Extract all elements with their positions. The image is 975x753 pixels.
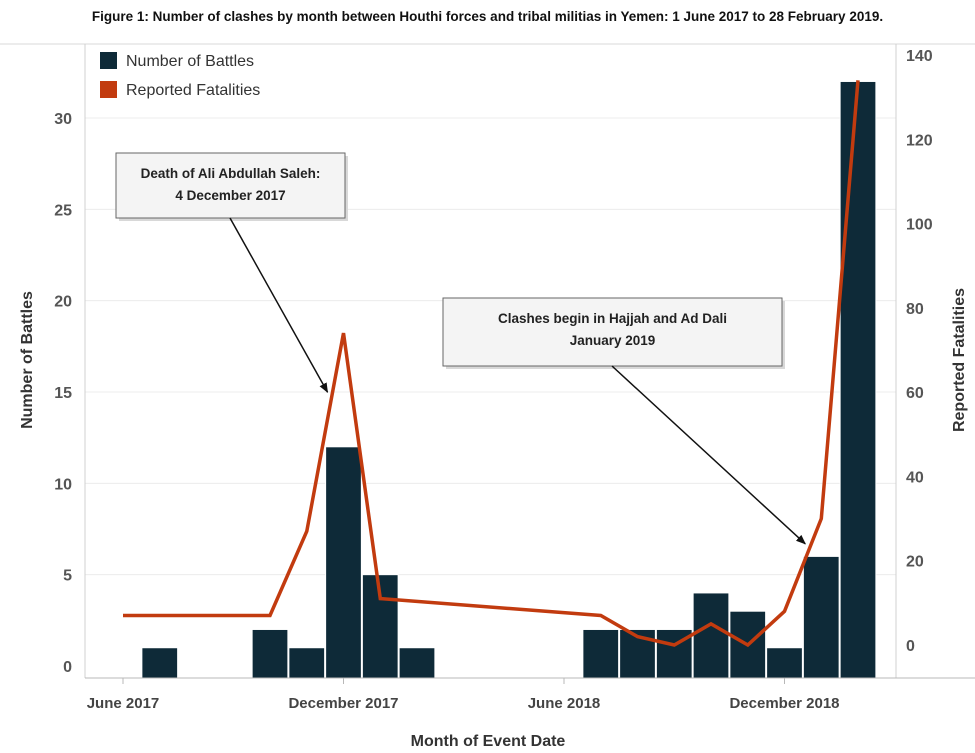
chart-title: Figure 1: Number of clashes by month bet… [91,9,884,24]
y2-tick-label: 40 [906,469,924,486]
axes: 0 5 10 15 20 25 30 0 20 40 60 80 100 120 140 June 2017 D… [19,44,975,750]
legend-label: Reported Fatalities [126,82,260,99]
x-tick-label: June 2017 [87,695,160,712]
legend: Number of Battles Reported Fatalities [100,52,260,99]
bar-2017-07 [141,647,179,679]
x-tick-label: December 2018 [729,695,839,712]
bar-2017-12 [325,446,362,679]
battles-bars [141,80,877,679]
y2-axis-title: Reported Fatalities [951,288,968,432]
annotation-arrow [229,217,329,394]
annotation-text: Clashes begin in Hajjah and Ad Dali [498,311,727,326]
annotation-2: Clashes begin in Hajjah and Ad Dali Janua… [442,297,806,545]
bar-2018-02 [398,647,436,679]
fatalities-line [123,80,860,648]
y-axis-title: Number of Battles [19,291,36,429]
annotation-arrow [611,365,806,545]
y-tick-label: 30 [54,111,72,128]
y2-tick-label: 80 [906,301,924,318]
y2-tick-label: 120 [906,132,933,149]
annotations: Death of Ali Abdullah Saleh: 4 December 2… [115,152,806,545]
y-tick-label: 10 [54,476,72,493]
y2-tick-label: 20 [906,554,924,571]
x-axis-title: Month of Event Date [411,733,566,750]
annotation-box [442,297,783,367]
bar-2019-01 [802,555,840,679]
y-tick-label: 25 [54,202,72,219]
bar-2017-11 [288,647,326,679]
y2-tick-label: 60 [906,385,924,402]
y2-tick-label: 100 [906,217,933,234]
x-tick-label: December 2017 [288,695,398,712]
annotation-text: Death of Ali Abdullah Saleh: [141,166,321,181]
bar-2018-10 [692,592,730,679]
y-tick-label: 5 [63,568,72,585]
legend-label: Number of Battles [126,53,254,70]
y-tick-label: 15 [54,385,72,402]
bar-2019-02 [839,80,877,679]
y2-tick-label: 140 [906,48,933,65]
fatalities-line-group [123,80,860,648]
annotation-box [115,152,346,219]
legend-swatch [100,81,117,98]
y-tick-label: 20 [54,294,72,311]
bar-2018-07 [582,628,620,679]
annotation-text: 4 December 2017 [175,188,285,203]
bar-2017-10 [251,628,289,679]
y-tick-label: 0 [63,659,72,676]
y2-tick-label: 0 [906,638,915,655]
annotation-text: January 2019 [570,333,656,348]
annotation-1: Death of Ali Abdullah Saleh: 4 December 2… [115,152,348,394]
x-tick-label: June 2018 [528,695,601,712]
bar-2018-12 [766,647,803,679]
legend-swatch [100,52,117,69]
